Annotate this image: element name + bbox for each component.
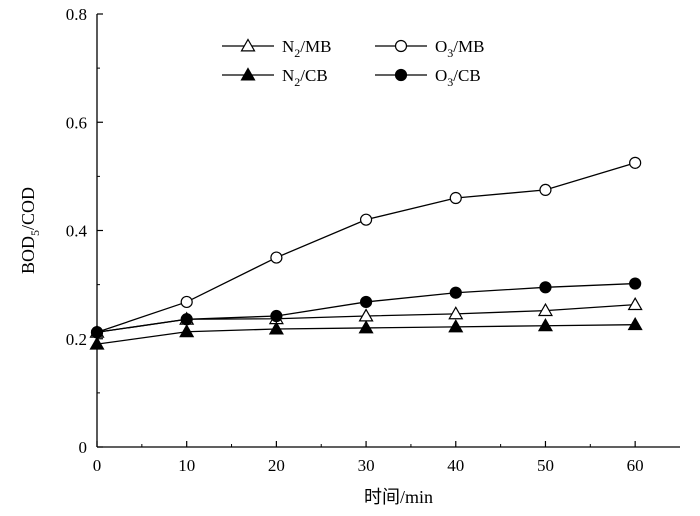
y-tick-label: 0.4 <box>66 222 88 241</box>
data-point <box>359 295 373 309</box>
x-ticks: 0 10 20 30 40 50 60 <box>93 441 644 475</box>
data-point <box>358 308 374 322</box>
data-point <box>627 316 643 331</box>
x-axis-label: 时间/min <box>364 487 433 507</box>
data-point <box>90 326 104 339</box>
y-ticks: 0 0.2 0.4 0.6 0.8 <box>66 5 103 457</box>
series-n2-cb <box>89 316 643 350</box>
data-point <box>539 183 552 197</box>
legend-label: O3/CB <box>435 66 481 89</box>
legend: N2/MB O3/MB N2/CB O3/CB <box>222 37 484 89</box>
legend-label: O3/MB <box>435 37 484 60</box>
legend-item: O3/MB <box>375 37 484 60</box>
y-axis-label: BOD5/COD <box>18 187 42 274</box>
data-point <box>180 295 193 309</box>
legend-label: N2/MB <box>282 37 331 60</box>
y-tick-label: 0.8 <box>66 5 87 24</box>
x-tick-label: 50 <box>537 456 554 475</box>
legend-item: O3/CB <box>375 66 481 89</box>
legend-marker <box>240 38 256 52</box>
data-point <box>629 156 642 169</box>
data-point <box>268 321 284 335</box>
data-point <box>537 318 553 332</box>
data-point <box>539 281 552 294</box>
data-point <box>448 319 464 333</box>
data-point <box>358 320 374 334</box>
data-point <box>359 213 373 226</box>
legend-item: N2/CB <box>222 66 328 89</box>
y-tick-label: 0.6 <box>66 113 87 132</box>
data-point <box>449 286 462 299</box>
legend-marker <box>240 67 256 81</box>
data-point <box>179 324 195 338</box>
x-tick-label: 0 <box>93 456 102 475</box>
data-point <box>537 302 553 317</box>
data-point <box>627 296 643 311</box>
data-point <box>270 309 283 323</box>
y-tick-label: 0.2 <box>66 330 87 349</box>
legend-item: N2/MB <box>222 37 331 60</box>
y-tick-label: 0 <box>79 438 88 457</box>
data-point <box>629 277 642 290</box>
x-tick-label: 40 <box>447 456 464 475</box>
data-point <box>180 313 193 326</box>
legend-marker <box>394 68 408 82</box>
data-point <box>449 191 462 205</box>
axes <box>96 14 680 448</box>
data-point <box>448 306 464 320</box>
series-layer <box>89 156 643 350</box>
x-tick-label: 10 <box>178 456 195 475</box>
x-tick-label: 60 <box>627 456 644 475</box>
x-tick-label: 30 <box>358 456 375 475</box>
series-o3-cb <box>90 277 642 339</box>
data-point <box>270 251 283 264</box>
x-tick-label: 20 <box>268 456 285 475</box>
data-point <box>89 336 105 350</box>
legend-label: N2/CB <box>282 66 328 89</box>
legend-marker <box>394 39 408 53</box>
